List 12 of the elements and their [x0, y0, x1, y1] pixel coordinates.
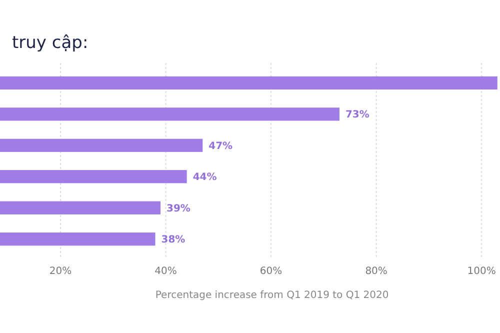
x-tick-label: 80% — [365, 266, 388, 277]
x-tick-label: 20% — [49, 266, 72, 277]
x-tick-label: 100% — [467, 266, 496, 277]
x-tick-label: 40% — [154, 266, 177, 277]
data-label: 73% — [345, 110, 370, 121]
data-label: 38% — [161, 234, 186, 246]
chart-title: truy cập: — [12, 33, 88, 53]
data-label: 44% — [192, 172, 217, 184]
x-tick-label: 60% — [260, 266, 282, 277]
data-label: 39% — [166, 203, 190, 214]
data-label: 47% — [208, 140, 233, 152]
x-axis-title: Percentage increase from Q1 2019 to Q1 2020 — [155, 290, 389, 301]
